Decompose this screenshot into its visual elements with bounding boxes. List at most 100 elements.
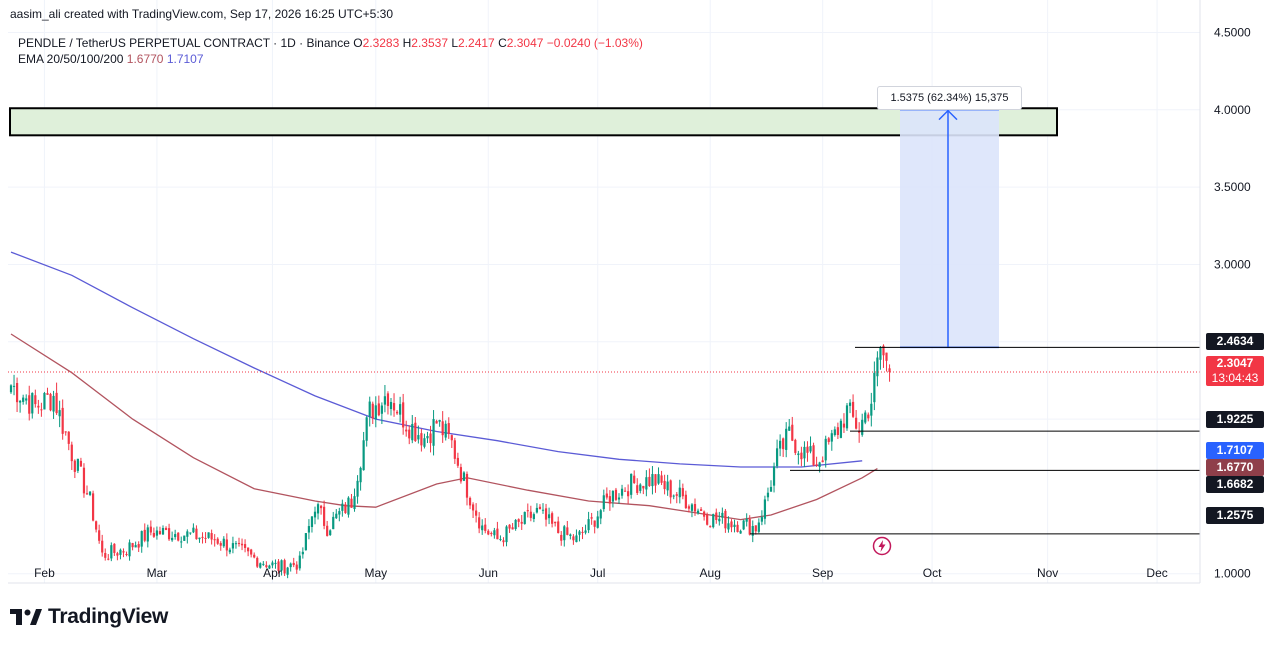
candle	[259, 562, 262, 569]
candle-body	[319, 505, 323, 509]
x-tick-label: Apr	[263, 566, 282, 580]
candle-body	[505, 526, 508, 543]
candle	[122, 548, 125, 558]
candle	[730, 519, 733, 533]
candle-body	[67, 431, 70, 444]
symbol-title[interactable]: PENDLE / TetherUS PERPETUAL CONTRACT · 1…	[18, 36, 350, 50]
candle-body	[478, 517, 481, 529]
candle	[830, 429, 833, 451]
candle-body	[174, 534, 177, 538]
candle	[715, 508, 718, 524]
candle-body	[402, 402, 405, 428]
candle	[754, 525, 757, 535]
candle	[599, 508, 602, 525]
candle	[724, 508, 727, 533]
candle	[733, 519, 736, 533]
candle	[709, 525, 712, 528]
candle-body	[581, 531, 584, 533]
candle	[785, 422, 788, 458]
ema-line-blue[interactable]	[10, 251, 863, 468]
candle-body	[432, 419, 435, 446]
candle-body	[578, 531, 581, 535]
lightning-icon[interactable]	[872, 536, 892, 556]
candle-body	[119, 549, 122, 555]
candle-body	[614, 489, 618, 500]
tradingview-logo[interactable]: TradingView	[10, 604, 168, 630]
candle	[40, 402, 43, 417]
candle	[633, 470, 636, 484]
candle	[201, 532, 204, 544]
candle-body	[189, 532, 192, 534]
candle	[815, 456, 818, 467]
candle-body	[158, 531, 162, 535]
candle	[827, 436, 830, 445]
candle	[569, 533, 572, 540]
candle-body	[848, 402, 852, 406]
candle-body	[493, 530, 496, 536]
candle-body	[475, 510, 478, 516]
candle	[851, 394, 855, 419]
candle	[873, 361, 876, 411]
candle-body	[195, 528, 198, 540]
candle	[766, 487, 770, 502]
candle-body	[526, 510, 529, 512]
candle	[85, 485, 89, 495]
ema-line: EMA 20/50/100/200 1.6770 1.7107	[18, 51, 643, 67]
candle	[706, 512, 709, 526]
candle	[316, 502, 320, 520]
candle	[414, 416, 417, 443]
candle	[389, 398, 393, 416]
candle-body	[341, 503, 344, 511]
candle-body	[274, 562, 277, 564]
candle-body	[201, 536, 204, 538]
candle	[216, 537, 219, 545]
candle-body	[423, 438, 426, 447]
candle	[696, 508, 700, 515]
candle	[426, 431, 429, 444]
candle	[475, 503, 478, 523]
candle-body	[350, 498, 353, 508]
candle	[25, 394, 28, 405]
ema-label[interactable]: EMA 20/50/100/200	[18, 52, 124, 66]
candle-body	[572, 536, 575, 541]
candle-body	[152, 532, 155, 537]
candle	[207, 532, 210, 539]
candle-body	[353, 496, 356, 510]
candle-body	[316, 504, 320, 514]
candle-body	[630, 473, 633, 495]
candle	[736, 521, 739, 533]
candle	[523, 511, 526, 525]
candle	[149, 520, 152, 536]
candle-body	[690, 504, 694, 511]
x-tick-label: May	[364, 566, 387, 580]
candle-body	[377, 403, 380, 416]
candle-body	[760, 517, 763, 522]
candle-body	[627, 491, 630, 497]
candle	[137, 541, 140, 553]
candle	[578, 529, 581, 542]
candle	[359, 466, 362, 491]
candle	[575, 529, 578, 543]
candle	[876, 351, 879, 387]
candle-body	[12, 385, 16, 387]
y-tick-label: 4.0000	[1214, 103, 1251, 117]
candle-body	[623, 490, 627, 492]
candle	[772, 462, 776, 493]
candle	[186, 529, 189, 544]
candle	[493, 527, 496, 539]
candle-body	[462, 472, 466, 481]
candle-body	[845, 405, 849, 429]
target-zone[interactable]	[9, 107, 1058, 137]
candle-body	[295, 564, 298, 570]
candle	[842, 413, 846, 433]
candle	[672, 494, 675, 500]
candle	[572, 534, 575, 545]
candle-body	[557, 521, 560, 534]
candle	[256, 556, 259, 569]
candle	[800, 446, 803, 467]
candle-body	[362, 440, 365, 471]
candle	[402, 393, 405, 435]
candle-body	[611, 490, 615, 502]
measure-box[interactable]	[900, 109, 999, 348]
